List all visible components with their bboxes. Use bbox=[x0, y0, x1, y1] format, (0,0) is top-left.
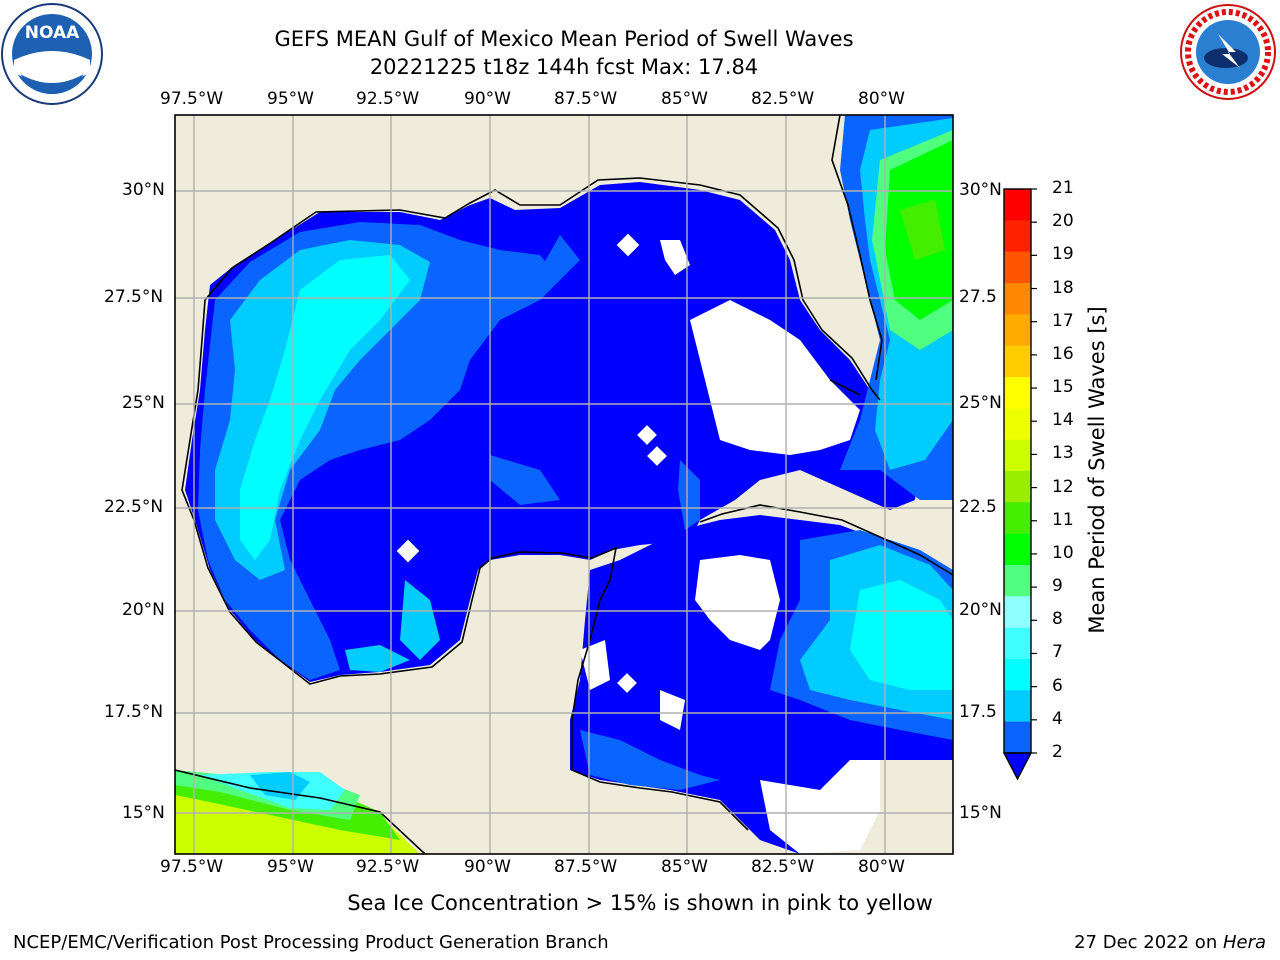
colorbar bbox=[1002, 188, 1037, 781]
footer-date: 27 Dec 2022 on Hera bbox=[1074, 932, 1266, 953]
colorbar-segment bbox=[1004, 345, 1031, 378]
lat-tick-right: 17.5 bbox=[959, 702, 997, 722]
lat-tick-left: 30°N bbox=[122, 180, 165, 200]
no-data-eastern-gulf bbox=[690, 300, 860, 455]
lat-tick-right: 30°N bbox=[959, 180, 1002, 200]
lat-tick-right: 27.5 bbox=[959, 287, 997, 307]
map-frame bbox=[174, 114, 954, 855]
colorbar-segment bbox=[1004, 659, 1031, 691]
colorbar-segment bbox=[1004, 502, 1031, 535]
colorbar-label: Mean Period of Swell Waves [s] bbox=[1085, 306, 1109, 634]
lat-tick-left: 27.5°N bbox=[104, 287, 164, 307]
lat-tick-left: 22.5°N bbox=[104, 497, 164, 517]
noaa-logo: NOAA bbox=[1, 3, 103, 105]
nws-logo bbox=[1180, 4, 1276, 100]
colorbar-segment bbox=[1004, 283, 1031, 315]
lon-tick-top: 85°W bbox=[661, 89, 708, 109]
colorbar-tick-label: 13 bbox=[1052, 443, 1074, 464]
lon-tick-bottom: 87.5°W bbox=[554, 857, 618, 877]
colorbar-tick-label: 16 bbox=[1052, 343, 1074, 364]
lon-tick-bottom: 95°W bbox=[267, 857, 314, 877]
lat-tick-left: 25°N bbox=[122, 393, 165, 413]
noaa-logo-text: NOAA bbox=[25, 23, 80, 43]
colorbar-segment bbox=[1004, 189, 1031, 221]
colorbar-segment bbox=[1004, 721, 1031, 754]
lon-tick-top: 87.5°W bbox=[554, 89, 618, 109]
map-subtitle: 20221225 t18z 144h fcst Max: 17.84 bbox=[369, 55, 759, 79]
lon-tick-top: 80°W bbox=[858, 89, 905, 109]
lat-tick-right: 25°N bbox=[959, 393, 1002, 413]
colorbar-segment bbox=[1004, 220, 1031, 253]
coastline bbox=[181, 177, 953, 831]
colorbar-tick-label: 12 bbox=[1052, 476, 1074, 497]
colorbar-segment bbox=[1004, 471, 1031, 503]
colorbar-segment bbox=[1004, 565, 1031, 597]
footer-host: Hera bbox=[1222, 932, 1266, 953]
lon-tick-bottom: 80°W bbox=[858, 857, 905, 877]
lon-tick-bottom: 85°W bbox=[661, 857, 708, 877]
colorbar-tick-label: 21 bbox=[1052, 178, 1074, 198]
colorbar-segment bbox=[1004, 314, 1031, 347]
lat-tick-left: 20°N bbox=[122, 600, 165, 620]
colorbar-tick-label: 4 bbox=[1052, 708, 1063, 729]
lon-tick-top: 95°W bbox=[267, 89, 314, 109]
colorbar-tick-label: 6 bbox=[1052, 675, 1063, 696]
lon-tick-top: 90°W bbox=[464, 89, 511, 109]
colorbar-tick-label: 19 bbox=[1052, 244, 1074, 265]
colorbar-tick-label: 2 bbox=[1052, 742, 1063, 762]
lat-tick-right: 20°N bbox=[959, 600, 1002, 620]
colorbar-tick-label: 20 bbox=[1052, 211, 1074, 232]
footer-credit: NCEP/EMC/Verification Post Processing Pr… bbox=[13, 932, 609, 953]
footer-date-text: 27 Dec 2022 on bbox=[1074, 932, 1223, 953]
colorbar-tick-label: 7 bbox=[1052, 642, 1063, 663]
graticule bbox=[175, 115, 953, 854]
colorbar-tick-label: 15 bbox=[1052, 377, 1074, 398]
lon-tick-top: 92.5°W bbox=[356, 89, 420, 109]
colorbar-tick-label: 18 bbox=[1052, 277, 1074, 298]
colorbar-tick-label: 11 bbox=[1052, 509, 1074, 530]
lon-tick-top: 97.5°W bbox=[160, 89, 224, 109]
colorbar-segment bbox=[1004, 627, 1031, 660]
colorbar-tick-label: 10 bbox=[1052, 542, 1074, 563]
lon-tick-top: 82.5°W bbox=[751, 89, 815, 109]
colorbar-segment bbox=[1004, 690, 1031, 723]
colorbar-segment bbox=[1004, 377, 1031, 409]
colorbar-tick-label: 8 bbox=[1052, 609, 1063, 630]
colorbar-segment bbox=[1004, 439, 1031, 472]
colorbar-tick-label: 17 bbox=[1052, 310, 1074, 331]
colorbar-frame bbox=[1003, 188, 1032, 754]
lon-tick-bottom: 82.5°W bbox=[751, 857, 815, 877]
colorbar-tick-label: 14 bbox=[1052, 410, 1074, 431]
lon-tick-bottom: 97.5°W bbox=[160, 857, 224, 877]
sea-ice-caption: Sea Ice Concentration > 15% is shown in … bbox=[347, 891, 933, 915]
colorbar-segment bbox=[1004, 408, 1031, 441]
colorbar-segment bbox=[1004, 251, 1031, 284]
colorbar-segment bbox=[1004, 596, 1031, 629]
lat-tick-right: 22.5 bbox=[959, 497, 997, 517]
lat-tick-right: 15°N bbox=[959, 803, 1002, 823]
colorbar-extend-arrow bbox=[1002, 752, 1033, 781]
colorbar-tick-label: 9 bbox=[1052, 576, 1063, 597]
lon-tick-bottom: 92.5°W bbox=[356, 857, 420, 877]
lat-tick-left: 15°N bbox=[122, 803, 165, 823]
map-title: GEFS MEAN Gulf of Mexico Mean Period of … bbox=[274, 27, 854, 51]
lon-tick-bottom: 90°W bbox=[464, 857, 511, 877]
colorbar-segment bbox=[1004, 533, 1031, 566]
lat-tick-left: 17.5°N bbox=[104, 702, 164, 722]
